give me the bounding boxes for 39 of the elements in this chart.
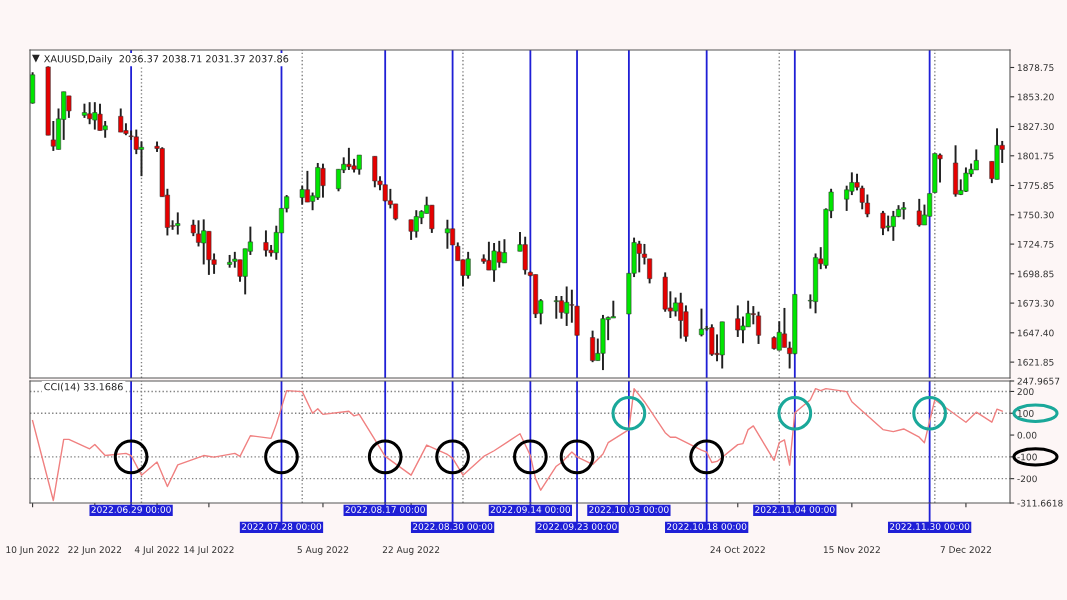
y-tick-label: -311.6618 <box>1017 499 1063 507</box>
ref-line-label: 2022.09.14 00:00 <box>490 506 571 513</box>
y-tick-label: 247.9657 <box>1017 377 1060 385</box>
ref-line-label: 2022.11.04 00:00 <box>755 506 835 513</box>
ref-line-label: 2022.10.03 00:00 <box>589 506 669 513</box>
x-tick-label: 7 Dec 2022 <box>940 546 991 554</box>
y-tick-label: 1878.75 <box>1017 64 1054 72</box>
x-tick-label: 10 Jun 2022 <box>6 546 59 555</box>
y-tick-label: 1801.75 <box>1017 152 1054 160</box>
y-tick-label: -100 <box>1017 453 1037 461</box>
y-tick-label: 1698.85 <box>1017 270 1054 278</box>
ref-line-label: 2022.11.30 00:00 <box>890 523 970 530</box>
y-tick-label: 200 <box>1017 388 1034 396</box>
x-tick-label: 4 Jul 2022 <box>134 546 179 555</box>
y-tick-label: 1724.75 <box>1017 240 1054 248</box>
ref-line-label: 2022.08.17 00:00 <box>345 506 425 513</box>
y-tick-label: 1853.20 <box>1017 93 1054 101</box>
x-tick-label: 5 Aug 2022 <box>297 546 349 555</box>
y-tick-label: 1750.30 <box>1017 211 1054 219</box>
y-tick-label: 100 <box>1017 409 1034 417</box>
y-tick-label: 1775.85 <box>1017 182 1054 190</box>
ref-line-label: 2022.10.18 00:00 <box>667 523 747 530</box>
y-tick-label: 1621.85 <box>1017 358 1054 366</box>
x-tick-label: 14 Jul 2022 <box>184 546 234 555</box>
x-tick-label: 22 Jun 2022 <box>68 546 122 555</box>
y-tick-label: 1673.30 <box>1017 299 1054 307</box>
chart-title: XAUUSD,Daily 2036.37 2038.71 2031.37 2037.86 <box>44 54 289 65</box>
y-tick-label: -200 <box>1017 475 1037 483</box>
x-tick-label: 22 Aug 2022 <box>382 546 440 555</box>
x-tick-label: 24 Oct 2022 <box>710 546 765 554</box>
chart-title: CCI(14) 33.1686 <box>44 382 123 392</box>
ref-line-label: 2022.08.30 00:00 <box>412 523 493 530</box>
y-tick-label: 1827.30 <box>1017 123 1054 131</box>
ref-line-label: 2022.09.23 00:00 <box>537 523 617 530</box>
y-tick-label: 0.00 <box>1017 431 1037 439</box>
x-tick-label: 15 Nov 2022 <box>823 546 880 554</box>
y-tick-label: 1647.40 <box>1017 329 1054 337</box>
ref-line-label: 2022.06.29 00:00 <box>91 506 171 513</box>
ref-line-label: 2022.07.28 00:00 <box>241 523 322 530</box>
